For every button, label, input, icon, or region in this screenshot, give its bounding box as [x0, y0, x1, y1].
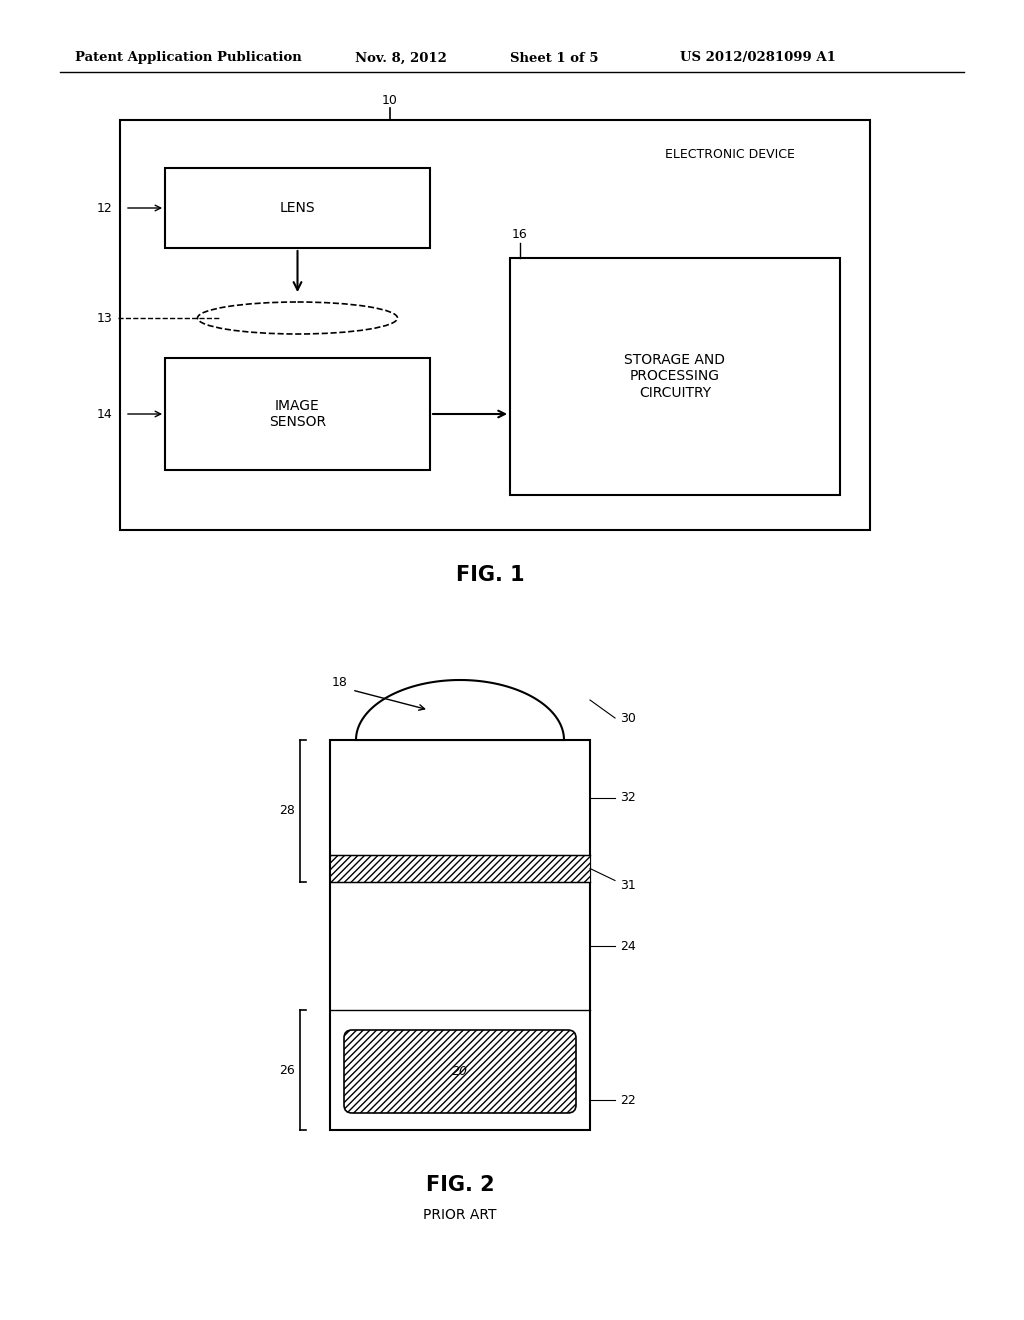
Text: 31: 31	[620, 879, 636, 892]
Bar	[330, 855, 590, 882]
FancyBboxPatch shape	[344, 1030, 575, 1113]
Text: FIG. 1: FIG. 1	[456, 565, 524, 585]
Text: 28: 28	[280, 804, 295, 817]
Text: 13: 13	[97, 312, 113, 325]
Ellipse shape	[198, 302, 397, 334]
Bar	[510, 257, 840, 495]
Text: 26: 26	[280, 1064, 295, 1077]
Text: ELECTRONIC DEVICE: ELECTRONIC DEVICE	[665, 149, 795, 161]
Bar	[165, 168, 430, 248]
Text: PRIOR ART: PRIOR ART	[423, 1208, 497, 1222]
Text: 20: 20	[452, 1065, 468, 1078]
Text: Nov. 8, 2012: Nov. 8, 2012	[355, 51, 446, 65]
Bar	[120, 120, 870, 531]
Text: Sheet 1 of 5: Sheet 1 of 5	[510, 51, 598, 65]
Text: 18: 18	[332, 676, 348, 689]
Bar	[330, 741, 590, 1130]
Text: 16: 16	[512, 228, 528, 242]
Text: 10: 10	[382, 94, 398, 107]
Text: 24: 24	[620, 940, 636, 953]
Text: LENS: LENS	[280, 201, 315, 215]
Text: 30: 30	[620, 711, 636, 725]
Text: US 2012/0281099 A1: US 2012/0281099 A1	[680, 51, 836, 65]
Polygon shape	[356, 680, 564, 741]
Bar	[165, 358, 430, 470]
Text: 22: 22	[620, 1093, 636, 1106]
Text: 12: 12	[97, 202, 113, 214]
Text: IMAGE
SENSOR: IMAGE SENSOR	[269, 399, 326, 429]
Text: FIG. 2: FIG. 2	[426, 1175, 495, 1195]
Text: STORAGE AND
PROCESSING
CIRCUITRY: STORAGE AND PROCESSING CIRCUITRY	[625, 354, 725, 400]
Text: Patent Application Publication: Patent Application Publication	[75, 51, 302, 65]
Text: 32: 32	[620, 791, 636, 804]
Text: 14: 14	[97, 408, 113, 421]
